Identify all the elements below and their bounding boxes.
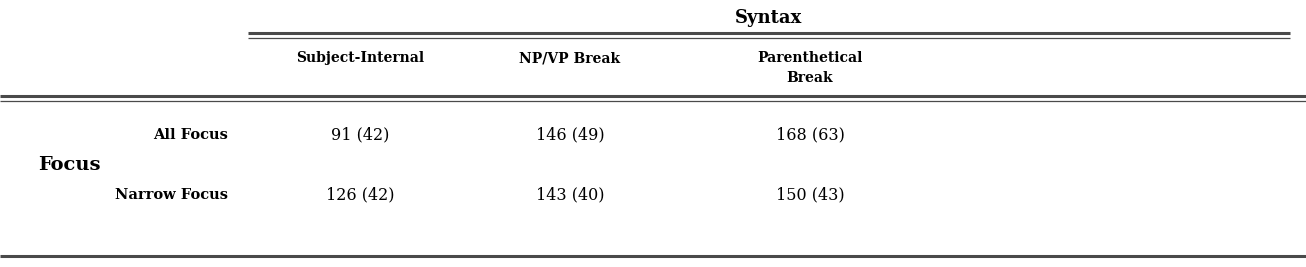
Text: NP/VP Break: NP/VP Break bbox=[520, 51, 620, 65]
Text: Narrow Focus: Narrow Focus bbox=[115, 188, 229, 202]
Text: 91 (42): 91 (42) bbox=[330, 127, 389, 143]
Text: Syntax: Syntax bbox=[735, 9, 803, 27]
Text: 150 (43): 150 (43) bbox=[776, 187, 844, 203]
Text: 126 (42): 126 (42) bbox=[325, 187, 394, 203]
Text: All Focus: All Focus bbox=[153, 128, 229, 142]
Text: 143 (40): 143 (40) bbox=[535, 187, 605, 203]
Text: Break: Break bbox=[786, 71, 833, 85]
Text: Subject-Internal: Subject-Internal bbox=[296, 51, 424, 65]
Text: Focus: Focus bbox=[38, 156, 101, 174]
Text: 146 (49): 146 (49) bbox=[535, 127, 605, 143]
Text: 168 (63): 168 (63) bbox=[776, 127, 845, 143]
Text: Parenthetical: Parenthetical bbox=[757, 51, 863, 65]
